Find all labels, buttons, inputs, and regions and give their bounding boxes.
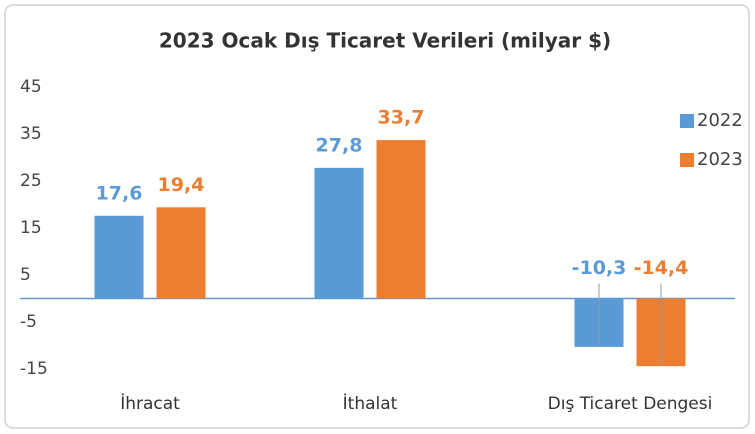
y-tick-label: 25 (20, 171, 42, 191)
y-tick-label: 15 (20, 218, 42, 238)
chart-title: 2023 Ocak Dış Ticaret Verileri (milyar $… (159, 29, 611, 53)
bar (156, 207, 206, 299)
legend-label: 2023 (697, 149, 743, 170)
y-tick-label: -15 (20, 359, 48, 379)
y-tick-label: 5 (20, 265, 31, 285)
value-label: -14,4 (634, 257, 689, 279)
x-tick-label: İthalat (343, 393, 398, 414)
legend-label: 2022 (697, 110, 743, 131)
value-label: 27,8 (316, 134, 363, 156)
bar (314, 167, 364, 299)
y-tick-label: 35 (20, 124, 42, 144)
value-label: -10,3 (572, 257, 627, 279)
y-tick-label: -5 (20, 312, 37, 332)
x-tick-label: İhracat (120, 393, 180, 414)
value-label: 33,7 (378, 107, 425, 129)
y-tick-label: 45 (20, 77, 42, 97)
value-label: 17,6 (96, 182, 143, 204)
legend-swatch (680, 153, 694, 167)
bar (94, 215, 144, 299)
bar (376, 140, 426, 299)
legend-swatch (680, 114, 694, 128)
value-label: 19,4 (158, 174, 205, 196)
x-tick-label: Dış Ticaret Dengesi (548, 394, 713, 414)
